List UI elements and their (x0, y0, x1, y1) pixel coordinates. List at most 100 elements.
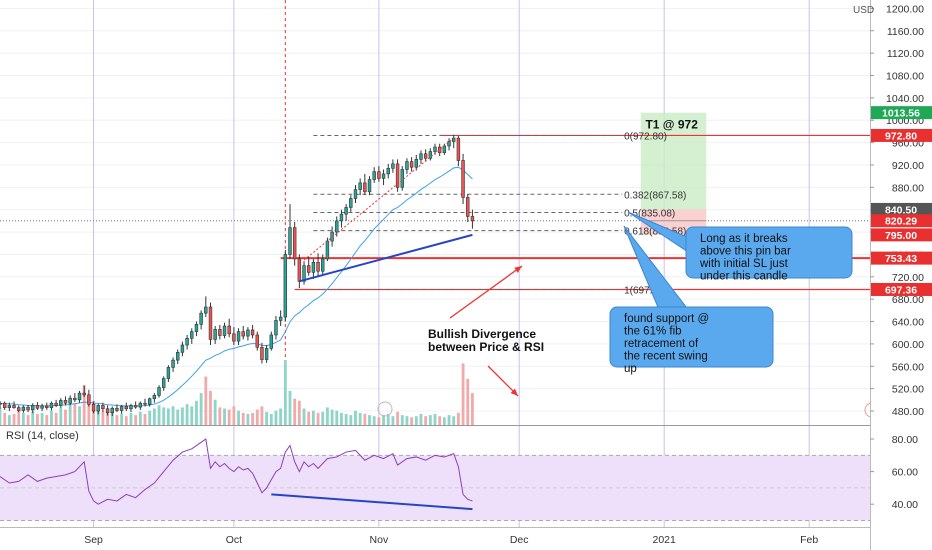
volume-bar (349, 415, 353, 425)
volume-bar (195, 400, 198, 425)
divergence-arrow-up (449, 265, 523, 319)
price-badge-label: 1013.56 (882, 108, 920, 120)
volume-bar (31, 411, 35, 425)
candle (166, 367, 171, 379)
long-callout-line: above this pin bar (700, 246, 791, 258)
volume-bar (438, 416, 442, 425)
volume-bar (363, 414, 367, 425)
candle (377, 171, 381, 179)
volume-bar (237, 410, 240, 425)
volume-bar (311, 410, 315, 425)
candle (143, 402, 147, 405)
volume-bar (405, 416, 409, 425)
volume-bar (157, 405, 161, 425)
candle (101, 405, 105, 410)
candle (461, 160, 465, 198)
trend-line (299, 233, 473, 283)
candle (278, 316, 283, 321)
divergence-note-line: between Price & RSI (428, 340, 544, 354)
candle (119, 406, 124, 411)
fib-label: 0(972.80) (624, 131, 667, 142)
price-badge (871, 228, 932, 242)
candle (49, 402, 54, 408)
candle (157, 387, 161, 396)
candle (419, 153, 423, 160)
volume-bar (372, 416, 376, 425)
candle (232, 333, 236, 342)
currency-label: USD (853, 5, 874, 16)
volume-bar (190, 406, 194, 425)
candle (353, 189, 358, 199)
divergence-arrow-up-head (514, 266, 522, 273)
volume-bar (78, 406, 81, 425)
candle (0, 402, 2, 405)
support-callout-line: the recent swing (624, 351, 708, 363)
fib-label: 1(697.36) (624, 285, 667, 296)
candle (199, 312, 203, 325)
candle (391, 163, 395, 169)
price-tick-label: 1160.00 (887, 26, 924, 38)
candle (316, 261, 320, 272)
volume-bar (143, 414, 147, 425)
candle (447, 141, 451, 147)
candle (7, 405, 12, 408)
candle (77, 392, 82, 401)
rsi-tick-label: 80.00 (892, 434, 918, 446)
price-badge (871, 202, 932, 216)
volume-bar (26, 415, 30, 425)
candle (110, 407, 114, 413)
long-callout-text: Long as it breaks above this pin bar with … (699, 233, 791, 283)
volume-bar (297, 400, 301, 425)
price-tick-label: 520.00 (892, 384, 924, 396)
candle (87, 394, 91, 405)
volume-bar (204, 376, 208, 425)
axis-bg (871, 0, 932, 550)
divergence-note-line: Bullish Divergence (428, 327, 536, 341)
volume-bar (223, 408, 226, 425)
candle (466, 197, 470, 217)
volume-bar (461, 363, 465, 425)
candle (470, 216, 475, 222)
price-tick-label: 880.00 (892, 182, 924, 194)
support-callout-box (609, 306, 774, 368)
volume-bar (171, 406, 175, 425)
candle (176, 352, 180, 361)
volume-bar (269, 414, 273, 425)
volume-bar (185, 404, 189, 425)
time-tick-label: Oct (226, 534, 242, 546)
candle (204, 306, 208, 314)
volume-bar (64, 409, 67, 425)
candle (96, 405, 100, 412)
fib-label: 0.382(867.58) (624, 190, 686, 201)
volume-bar (246, 414, 250, 425)
price-tick-label: 920.00 (892, 160, 924, 172)
candle (246, 329, 250, 337)
price-badge-label: 820.29 (885, 216, 917, 228)
price-tick-label: 480.00 (892, 406, 924, 418)
support-callout-line: the 61% fib (624, 326, 682, 338)
drawings (299, 137, 880, 418)
candle (12, 405, 16, 408)
rsi-pane (0, 438, 870, 521)
candle (349, 198, 353, 208)
volume-bar (442, 417, 446, 425)
price-badge (871, 214, 932, 228)
candle (274, 320, 278, 336)
volume-bar (330, 409, 334, 425)
candle (40, 405, 44, 409)
candle (129, 405, 133, 410)
volume-bar (428, 415, 432, 425)
candle (2, 402, 7, 408)
candle (344, 207, 348, 215)
candle (26, 406, 30, 411)
candle (367, 179, 372, 193)
volume-bar (326, 407, 329, 425)
candle (395, 163, 400, 188)
candle (400, 169, 404, 188)
volume-bar (3, 412, 7, 425)
price-tick-label: 560.00 (892, 361, 924, 373)
candle (147, 398, 152, 405)
candle (59, 400, 63, 406)
price-tick-label: 1120.00 (887, 48, 924, 60)
